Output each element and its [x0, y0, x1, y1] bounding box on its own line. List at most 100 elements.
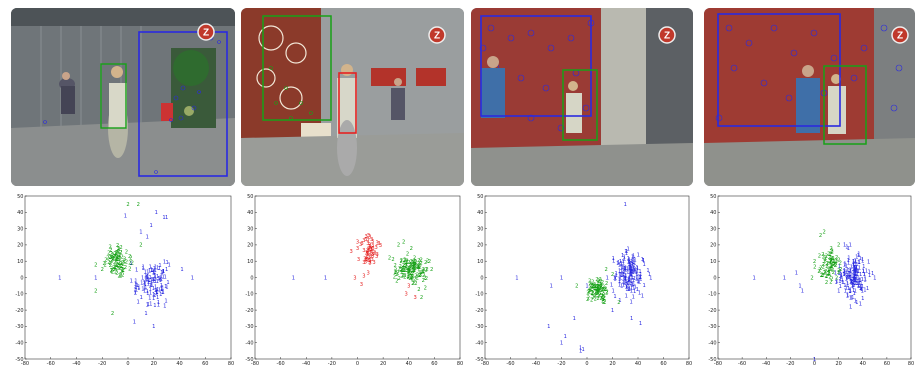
data-point: 1: [630, 269, 633, 275]
y-tick-label: -20: [475, 308, 483, 314]
data-point: 1: [632, 270, 635, 276]
data-point: 1: [852, 260, 855, 266]
data-point: 2: [408, 268, 411, 274]
data-point: 2: [825, 254, 828, 260]
y-tick-label: -10: [245, 292, 253, 298]
data-point: 1: [795, 270, 798, 276]
x-tick-label: 40: [406, 361, 412, 367]
data-point: 1: [626, 281, 629, 287]
data-point: 2: [829, 266, 832, 272]
frame-photo-4: Z: [704, 8, 915, 186]
data-point: 3: [349, 249, 352, 255]
data-point: 1: [848, 275, 851, 281]
data-point: 1: [140, 295, 143, 301]
data-point: 2: [602, 292, 605, 298]
data-point: 1: [622, 280, 625, 286]
data-point: 1: [859, 286, 862, 292]
data-point: 1: [851, 284, 854, 290]
x-tick-label: 60: [202, 361, 208, 367]
data-point: 1: [852, 277, 855, 283]
data-point: 1: [637, 253, 640, 259]
data-point: 2: [106, 255, 109, 261]
data-point: 2: [831, 256, 834, 262]
data-point: 1: [160, 283, 163, 289]
data-point: 2: [396, 271, 399, 277]
data-point: 1: [133, 290, 136, 296]
data-point: 1: [635, 274, 638, 280]
data-point: 1: [853, 266, 856, 272]
data-point: 2: [121, 272, 124, 278]
data-point: 1: [164, 298, 167, 304]
y-tick-label: -20: [708, 308, 716, 314]
data-point: 2: [820, 273, 823, 279]
data-point: 1: [834, 271, 837, 277]
data-point: 1: [149, 278, 152, 284]
data-point: 1: [614, 275, 617, 281]
y-tick-label: 30: [477, 226, 483, 232]
data-point: 2: [409, 263, 412, 269]
data-point: 2: [117, 253, 120, 259]
data-point: 1: [861, 259, 864, 265]
data-point: 2: [829, 252, 832, 258]
data-point: 2: [411, 271, 414, 277]
data-point: 1: [155, 288, 158, 294]
data-point: 2: [107, 260, 110, 266]
data-point: 3: [373, 250, 376, 256]
data-point: 1: [632, 260, 635, 266]
data-point: 2: [416, 265, 419, 271]
data-point: 2: [829, 258, 832, 264]
data-point: 1: [632, 295, 635, 301]
data-point: 1: [612, 258, 615, 264]
data-point: 1: [844, 286, 847, 292]
data-point: 2: [600, 295, 603, 301]
data-point: 2: [409, 271, 412, 277]
frame-photo-1-scene: Z: [11, 8, 235, 186]
data-point: 2: [591, 284, 594, 290]
y-tick-label: 10: [710, 259, 716, 265]
data-point: 1: [632, 263, 635, 269]
data-point: 2: [128, 254, 131, 260]
data-point: 2: [819, 233, 822, 239]
data-point: 2: [827, 270, 830, 276]
data-point: 1: [153, 270, 156, 276]
data-point: 1: [850, 273, 853, 279]
data-point: 1: [611, 289, 614, 295]
data-point: 1: [168, 262, 171, 268]
data-point: 2: [391, 257, 394, 263]
data-point: 1: [627, 256, 630, 262]
data-point: 1: [152, 292, 155, 298]
data-point: 1: [146, 274, 149, 280]
data-point: 2: [403, 268, 406, 274]
y-tick-label: 20: [477, 243, 483, 249]
data-point: 1: [629, 272, 632, 278]
data-point: 3: [372, 250, 375, 256]
data-point: 1: [863, 272, 866, 278]
x-tick-label: -40: [762, 361, 770, 367]
data-point: 2: [835, 259, 838, 265]
data-point: 2: [598, 282, 601, 288]
data-point: 1: [629, 271, 632, 277]
z-badge-letter: Z: [434, 31, 440, 42]
data-point: 1: [625, 284, 628, 290]
data-point: 2: [598, 292, 601, 298]
data-point: 1: [625, 284, 628, 290]
data-point: 2: [408, 268, 411, 274]
data-point: 2: [825, 280, 828, 286]
data-point: 3: [369, 247, 372, 253]
data-point: 1: [152, 286, 155, 292]
data-point: 1: [150, 223, 153, 229]
data-point: 2: [402, 268, 405, 274]
data-point: 1: [845, 244, 848, 250]
data-point: 2: [410, 259, 413, 265]
data-point: 1: [861, 296, 864, 302]
data-point: 2: [403, 274, 406, 280]
data-point: 2: [602, 300, 605, 306]
data-point: 1: [753, 275, 756, 281]
data-point: 2: [418, 259, 421, 265]
data-point: 1: [858, 284, 861, 290]
data-point: 1: [631, 262, 634, 268]
x-tick-label: 80: [228, 361, 234, 367]
data-point: 1: [149, 264, 152, 270]
data-point: 2: [414, 281, 417, 287]
data-point: 1: [617, 260, 620, 266]
